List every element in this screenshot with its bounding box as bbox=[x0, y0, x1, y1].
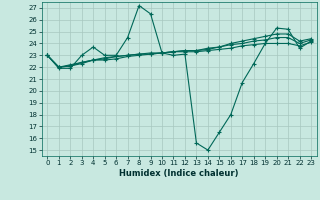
X-axis label: Humidex (Indice chaleur): Humidex (Indice chaleur) bbox=[119, 169, 239, 178]
